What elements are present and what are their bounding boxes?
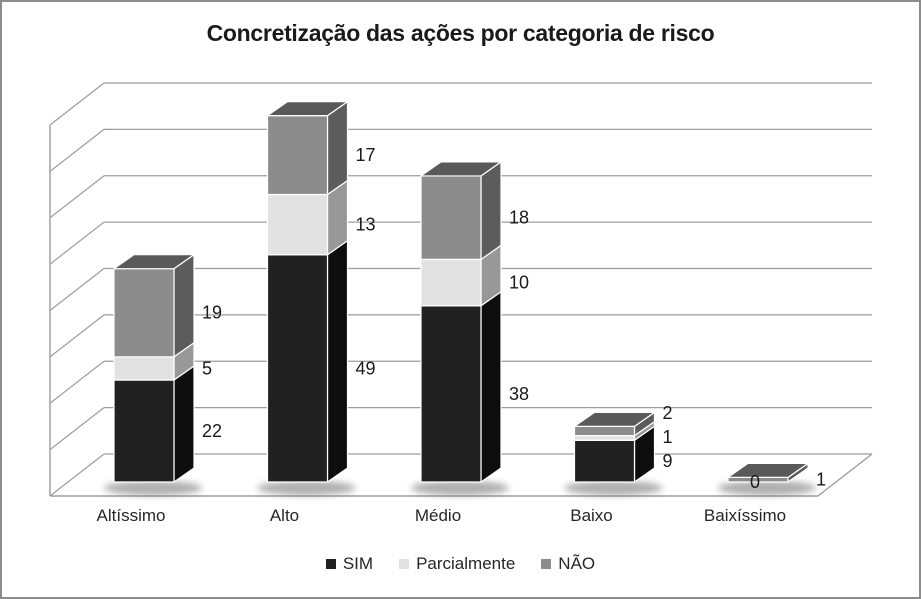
legend: SIM Parcialmente NÃO <box>2 554 919 574</box>
side-wall-gridline <box>49 221 105 265</box>
bar-top-face <box>573 411 656 427</box>
chart-title: Concretização das ações por categoria de… <box>206 20 715 46</box>
bar-shadow <box>104 480 202 496</box>
data-label: 22 <box>202 421 222 441</box>
bar-segment-parcialmente <box>113 356 175 381</box>
data-label: 18 <box>509 208 529 228</box>
side-wall-gridline <box>49 268 105 311</box>
side-wall-gridline <box>49 453 105 497</box>
data-label: 17 <box>356 145 376 165</box>
side-wall-gridline <box>49 360 105 404</box>
bar-shadow <box>564 480 663 496</box>
side-wall-gridline <box>49 407 105 451</box>
side-wall-gridline <box>49 314 105 358</box>
bar-segment-não <box>266 115 329 196</box>
data-label: 19 <box>202 303 222 323</box>
data-label: 0 <box>750 472 760 492</box>
legend-label-parcialmente: Parcialmente <box>416 554 516 573</box>
data-label: 2 <box>663 403 673 423</box>
data-label: 5 <box>202 358 212 378</box>
bar-segment-parcialmente <box>420 258 482 307</box>
bar-side-sim <box>326 240 349 483</box>
category-label: Altíssimo <box>97 506 166 525</box>
floor-right-edge <box>817 453 873 497</box>
bar-segment-parcialmente <box>573 435 636 441</box>
bar-top-face <box>727 462 809 478</box>
bar-segment-parcialmente <box>266 193 329 256</box>
data-label: 38 <box>509 384 529 404</box>
data-label: 9 <box>663 451 673 471</box>
side-wall-gridline <box>49 128 105 172</box>
bar-top-face <box>266 101 349 117</box>
bar-side-sim <box>480 291 502 483</box>
legend-item-nao: NÃO <box>541 554 595 574</box>
side-wall-gridline <box>49 175 105 219</box>
legend-swatch-nao <box>541 559 552 569</box>
bar-side-não <box>326 101 349 196</box>
bar-segment-sim <box>420 305 482 483</box>
category-label: Alto <box>270 506 299 525</box>
category-label: Médio <box>415 506 461 525</box>
bar-top-face <box>113 254 195 270</box>
bar-side-sim <box>173 365 195 483</box>
data-label: 1 <box>663 427 673 447</box>
legend-swatch-parcialmente <box>399 559 410 569</box>
legend-item-sim: SIM <box>325 554 374 574</box>
bar-segment-não <box>113 268 175 358</box>
side-wall-gridline <box>49 82 105 126</box>
legend-label-sim: SIM <box>342 554 374 573</box>
legend-item-parcialmente: Parcialmente <box>399 554 515 574</box>
bar-shadow <box>718 480 816 496</box>
bar-side-não <box>173 254 195 358</box>
bar-top-face <box>420 161 502 177</box>
bar-segment-sim <box>266 254 329 483</box>
bar-shadow <box>411 480 509 496</box>
data-label: 1 <box>816 470 826 490</box>
bar-segment-não <box>420 175 482 260</box>
bar-side-não <box>480 161 502 260</box>
category-label: Baixíssimo <box>704 506 786 525</box>
bar-segment-não <box>573 425 636 437</box>
legend-swatch-sim <box>325 559 336 569</box>
data-label: 49 <box>356 358 376 378</box>
category-label: Baixo <box>570 506 613 525</box>
bar-shadow <box>257 480 356 496</box>
bar-segment-sim <box>113 379 175 483</box>
data-label: 10 <box>509 273 529 293</box>
bar-segment-sim <box>573 439 636 483</box>
legend-label-nao: NÃO <box>558 554 596 573</box>
data-label: 13 <box>356 215 376 235</box>
